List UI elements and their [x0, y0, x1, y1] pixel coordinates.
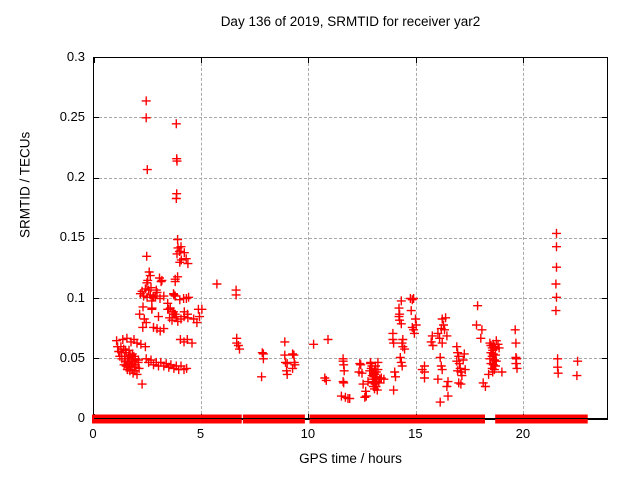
- y-tick-right: [602, 117, 607, 119]
- y-tick-right: [602, 358, 607, 360]
- x-tick-top: [523, 58, 525, 63]
- y-tick-label: 0.2: [66, 169, 85, 184]
- x-tick-top: [415, 58, 417, 63]
- x-tick-label: 15: [408, 426, 423, 441]
- y-tick-label: 0.3: [66, 48, 85, 64]
- y-tick-label: 0.1: [66, 289, 85, 305]
- y-gridline: [94, 298, 607, 299]
- x-tick-top: [308, 58, 310, 63]
- y-tick-left: [94, 117, 99, 119]
- x-tick-top: [93, 58, 95, 63]
- y-tick-left: [94, 298, 99, 299]
- y-tick-right: [602, 237, 607, 239]
- plot-area: [92, 57, 608, 424]
- x-tick-label: 20: [515, 426, 531, 441]
- scatter-plus-markers: [112, 96, 583, 407]
- y-tick-left: [94, 177, 99, 179]
- y-gridline: [94, 358, 607, 360]
- y-tick-label: 0: [77, 410, 85, 425]
- x-tick-top: [200, 58, 202, 63]
- scatter-points-layer: [92, 96, 607, 424]
- chart-title: Day 136 of 2019, SRMTID for receiver yar…: [220, 14, 481, 29]
- y-tick-right: [602, 177, 607, 179]
- y-tick-label: 0.25: [59, 108, 85, 124]
- y-tick-left: [94, 358, 99, 360]
- x-tick-bottom: [308, 414, 310, 419]
- y-gridline: [94, 177, 607, 179]
- y-tick-right: [602, 57, 607, 58]
- y-gridline: [94, 117, 607, 119]
- x-tick-label: 0: [89, 426, 97, 441]
- y-tick-right: [602, 298, 607, 299]
- x-axis-label: GPS time / hours: [299, 451, 402, 466]
- y-tick-label: 0.15: [59, 229, 85, 245]
- x-tick-label: 10: [300, 426, 316, 441]
- y-tick-left: [94, 237, 99, 239]
- y-tick-label: 0.05: [59, 349, 85, 365]
- x-tick-label: 5: [196, 426, 205, 441]
- y-gridline: [94, 237, 607, 239]
- y-tick-left: [94, 57, 99, 58]
